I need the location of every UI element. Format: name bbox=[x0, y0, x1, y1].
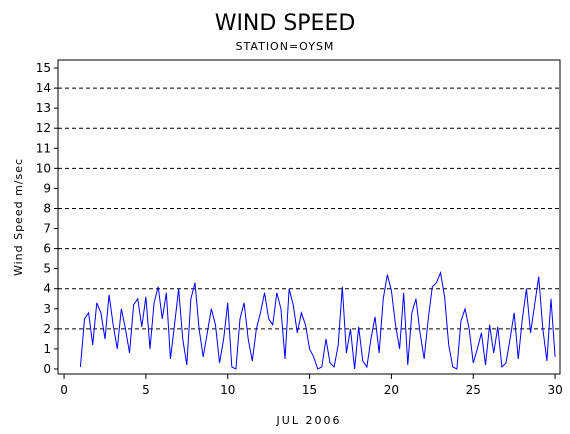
y-tick-label: 11 bbox=[36, 141, 51, 155]
y-tick-label: 12 bbox=[36, 121, 51, 135]
y-tick-label: 5 bbox=[43, 262, 51, 276]
x-tick-label: 30 bbox=[547, 383, 562, 397]
y-tick-label: 0 bbox=[43, 362, 51, 376]
y-tick-label: 7 bbox=[43, 222, 51, 236]
y-tick-label: 15 bbox=[36, 61, 51, 75]
chart-subtitle: STATION=OYSM bbox=[236, 40, 335, 53]
x-tick-label: 10 bbox=[220, 383, 235, 397]
y-axis-label: Wind Speed m/sec bbox=[12, 158, 25, 276]
y-tick-label: 4 bbox=[43, 282, 51, 296]
data-line bbox=[79, 270, 556, 370]
y-tick-label: 3 bbox=[43, 302, 51, 316]
y-tick-label: 8 bbox=[43, 201, 51, 215]
chart-title: WIND SPEED bbox=[215, 11, 356, 36]
y-tick-label: 6 bbox=[43, 242, 51, 256]
y-tick-label: 13 bbox=[36, 101, 51, 115]
plot-frame bbox=[57, 59, 561, 375]
x-tick-label: 5 bbox=[142, 383, 150, 397]
y-tick-label: 10 bbox=[36, 161, 51, 175]
x-tick-label: 25 bbox=[466, 383, 481, 397]
x-tick-label: 20 bbox=[384, 383, 399, 397]
x-axis-label: JUL 2006 bbox=[276, 414, 342, 427]
x-tick-label: 15 bbox=[302, 383, 317, 397]
y-tick-label: 14 bbox=[36, 81, 51, 95]
x-tick-label: 0 bbox=[60, 383, 68, 397]
y-tick-label: 1 bbox=[43, 342, 51, 356]
y-tick-label: 9 bbox=[43, 181, 51, 195]
y-tick-label: 2 bbox=[43, 322, 51, 336]
